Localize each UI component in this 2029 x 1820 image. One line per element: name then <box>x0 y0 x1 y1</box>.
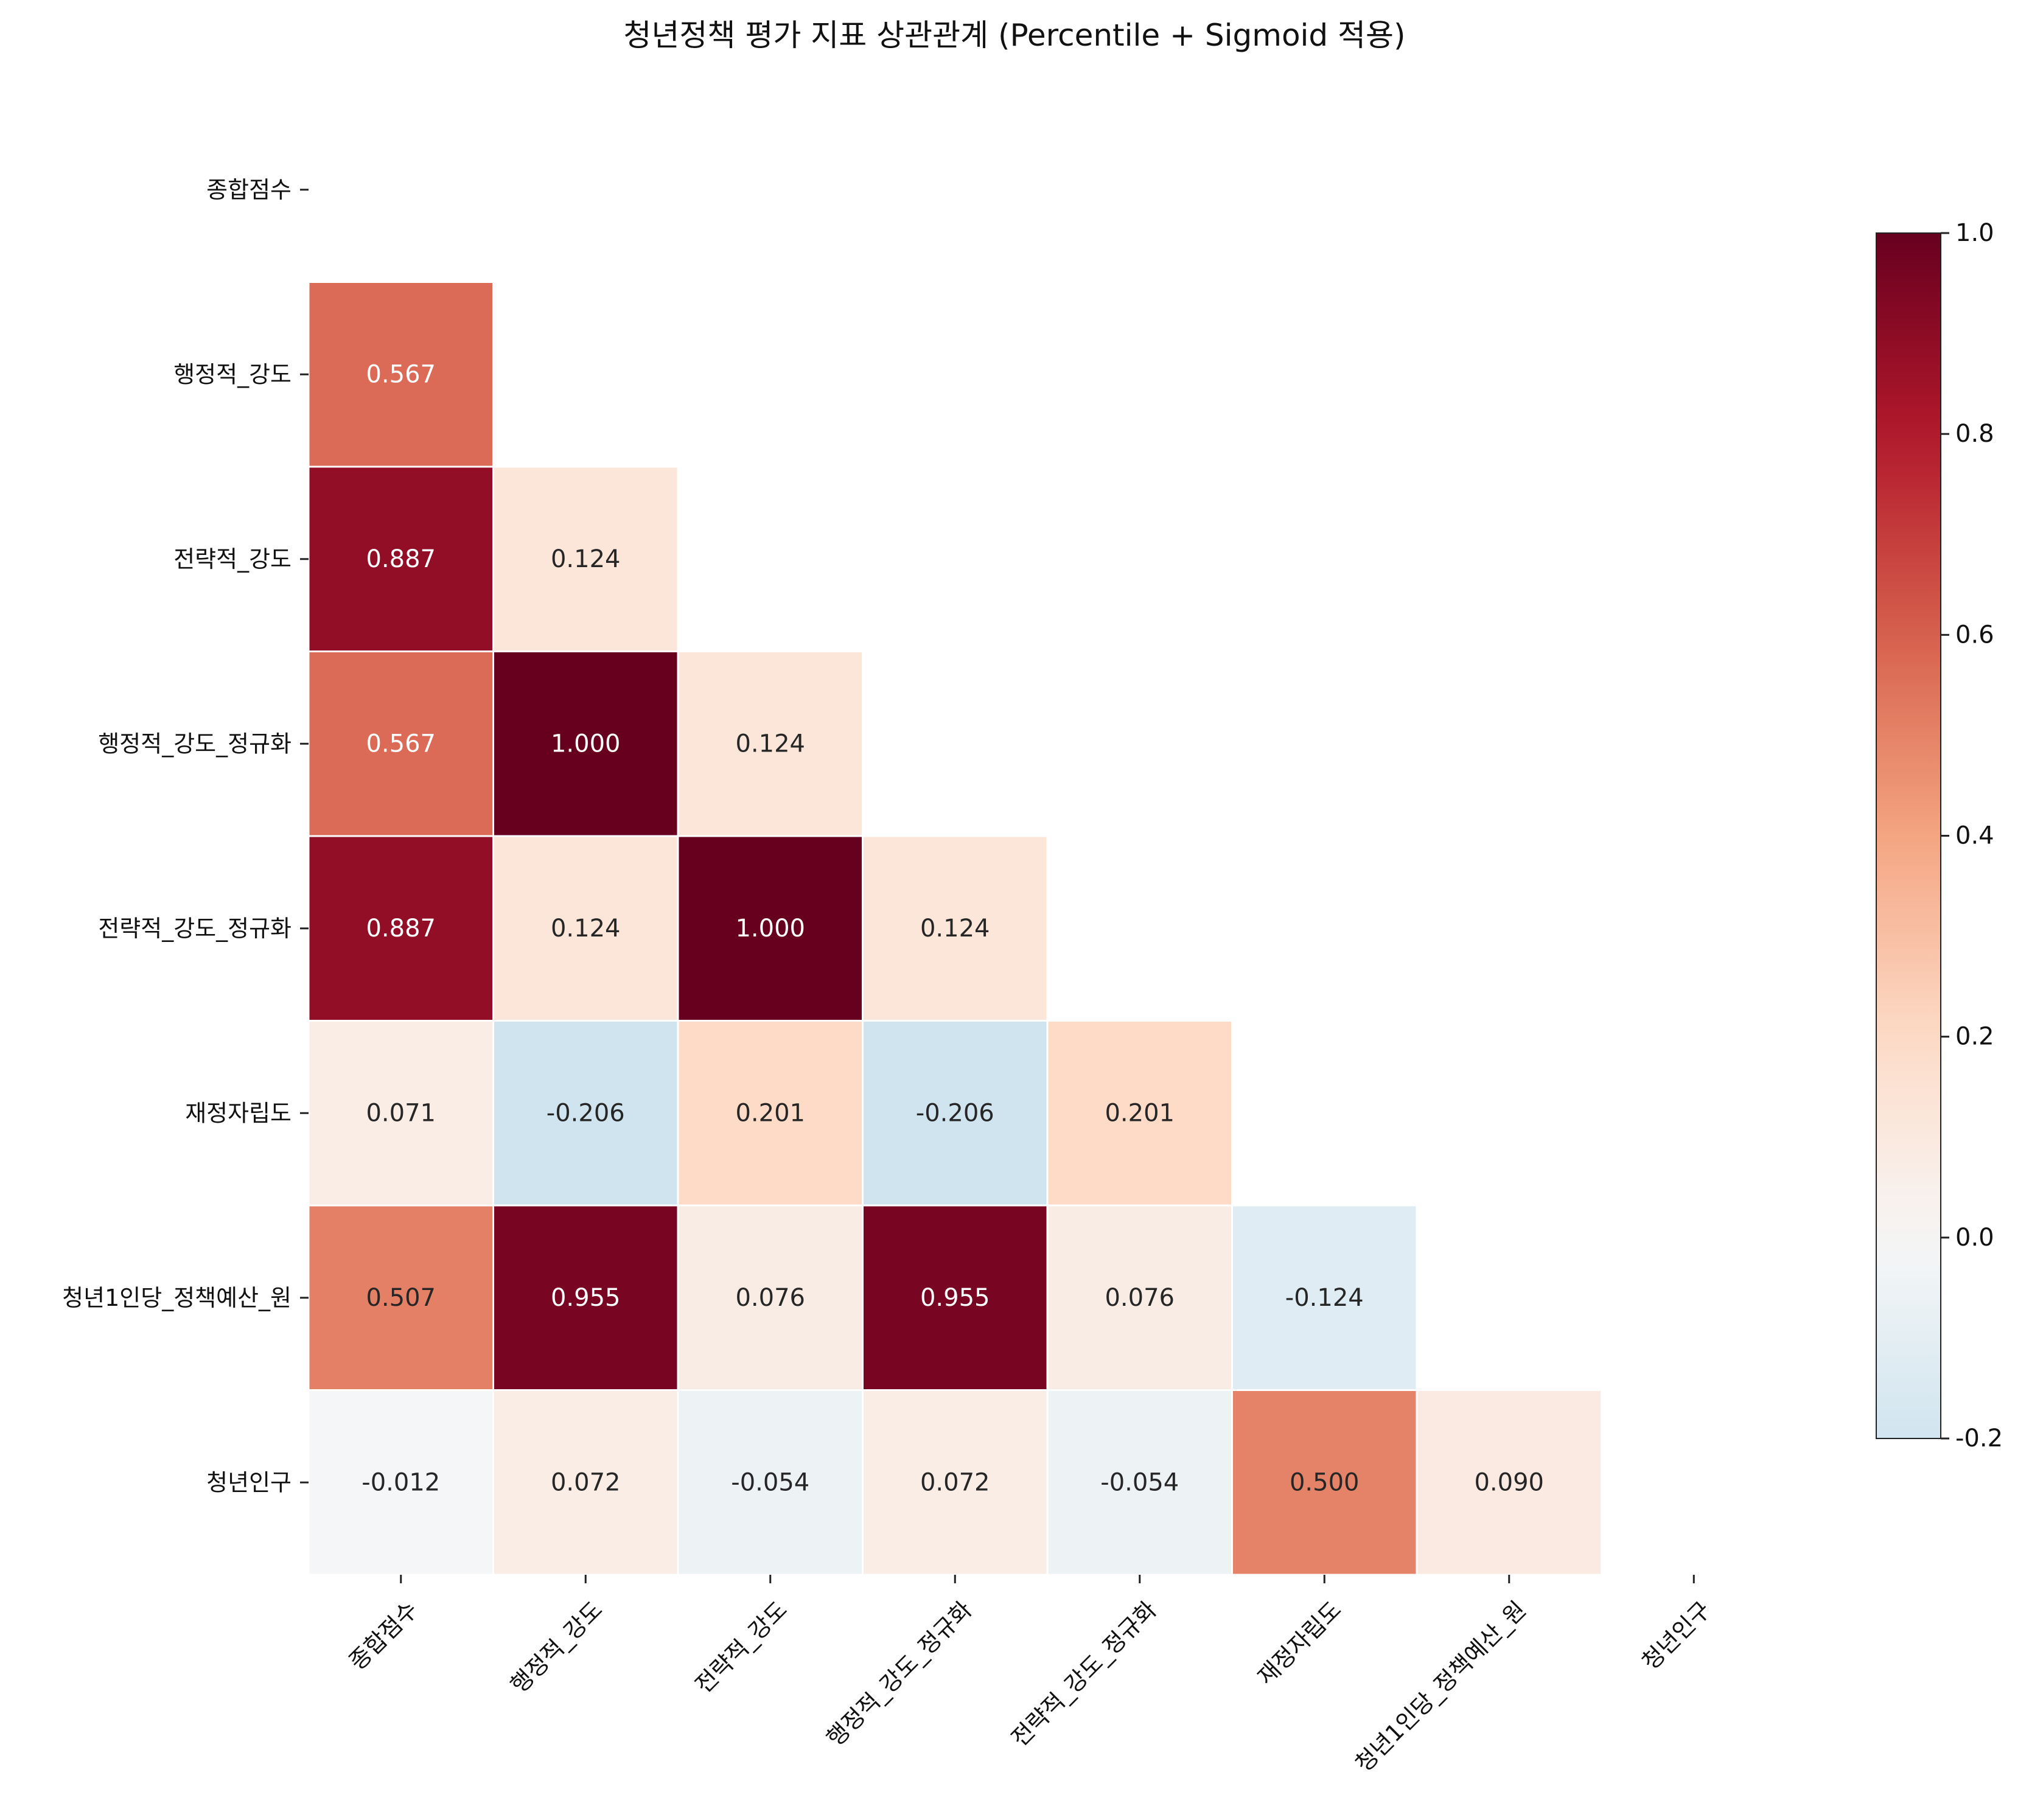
x-tick-label: 재정자립도 <box>1252 1596 1347 1690</box>
y-tick-label: 재정자립도 <box>185 1100 292 1126</box>
heatmap-cell <box>1046 1204 1233 1391</box>
cell-value-label: 0.201 <box>1105 1099 1175 1127</box>
x-tick-label: 청년1인당_정책예산_원 <box>1350 1596 1531 1777</box>
cell-value-label: 0.124 <box>735 730 805 758</box>
heatmap-cell <box>1046 1020 1233 1207</box>
heatmap-cell <box>492 1020 679 1207</box>
cell-value-label: -0.206 <box>916 1099 994 1127</box>
heatmap-cell <box>492 1204 679 1391</box>
colorbar: 1.0 0.8 0.6 0.4 0.2 0.0 -0.2 <box>1876 219 2003 1452</box>
cell-value-label: 0.887 <box>366 915 436 943</box>
cell-value-label: 0.955 <box>920 1284 990 1312</box>
heatmap-cell <box>677 1020 864 1207</box>
cell-value-label: 0.090 <box>1474 1468 1544 1496</box>
heatmap-cell <box>492 835 679 1022</box>
y-tick-label: 행정적_강도_정규화 <box>98 730 292 757</box>
cell-value-label: 0.071 <box>366 1099 436 1127</box>
heatmap-cell <box>862 835 1049 1022</box>
y-tick-label: 행정적_강도 <box>173 361 292 388</box>
colorbar-gradient <box>1876 232 1941 1439</box>
heatmap-cell <box>307 835 494 1022</box>
heatmap-cell <box>677 1389 864 1576</box>
cell-value-label: 1.000 <box>551 730 621 758</box>
colorbar-tick-label: 0.8 <box>1955 420 1994 448</box>
cell-value-label: 0.955 <box>551 1284 621 1312</box>
cell-value-label: 0.507 <box>366 1284 436 1312</box>
y-tick-label: 전략적_강도_정규화 <box>98 915 292 942</box>
x-tick-label: 전략적_강도 <box>690 1596 792 1698</box>
y-tick-label: 청년인구 <box>206 1469 292 1496</box>
heatmap-cell <box>492 465 679 652</box>
cell-value-label: 0.076 <box>1105 1284 1175 1312</box>
cell-value-label: -0.012 <box>361 1468 440 1496</box>
cell-value-label: -0.206 <box>547 1099 625 1127</box>
x-tick-label: 청년인구 <box>1636 1596 1716 1675</box>
heatmap-cell <box>677 1204 864 1391</box>
heatmap-cell <box>862 1204 1049 1391</box>
cell-value-label: 0.567 <box>366 730 436 758</box>
heatmap-cell <box>677 835 864 1022</box>
x-axis: 종합점수 행정적_강도 전략적_강도 행정적_강도_정규화 전략적_강도_정규화 재정자립… <box>344 1575 1716 1777</box>
cell-value-label: 0.072 <box>551 1468 621 1496</box>
cell-value-label: -0.054 <box>731 1468 809 1496</box>
heatmap-cell <box>1416 1389 1602 1576</box>
colorbar-tick-label: 0.6 <box>1955 621 1994 649</box>
x-tick-label: 전략적_강도_정규화 <box>1006 1596 1162 1752</box>
heatmap-cell <box>307 1389 494 1576</box>
cell-value-label: 0.567 <box>366 360 436 388</box>
y-tick-label: 종합점수 <box>206 176 292 203</box>
cell-value-label: 0.500 <box>1290 1468 1360 1496</box>
cell-value-label: -0.124 <box>1285 1284 1364 1312</box>
cell-value-label: 1.000 <box>735 915 805 943</box>
cell-value-label: 0.887 <box>366 545 436 573</box>
colorbar-tick-label: 0.4 <box>1955 822 1994 850</box>
cell-value-label: 0.124 <box>920 915 990 943</box>
cell-value-label: 0.076 <box>735 1284 805 1312</box>
heatmap-cell <box>307 650 494 837</box>
heatmap-cell <box>492 1389 679 1576</box>
y-axis: 종합점수행정적_강도전략적_강도행정적_강도_정규화전략적_강도_정규화재정자립… <box>62 176 309 1496</box>
cell-value-label: 0.072 <box>920 1468 990 1496</box>
heatmap-cell <box>1046 1389 1233 1576</box>
cell-value-label: 0.201 <box>735 1099 805 1127</box>
heatmap-cell <box>862 1020 1049 1207</box>
heatmap-cell <box>307 465 494 652</box>
colorbar-tick-label: 1.0 <box>1955 219 1994 247</box>
cell-value-label: 0.124 <box>551 545 621 573</box>
heatmap-cell <box>1231 1204 1418 1391</box>
x-tick-label: 종합점수 <box>344 1596 423 1675</box>
heatmap-cell <box>307 281 494 468</box>
cell-value-label: 0.124 <box>551 915 621 943</box>
heatmap-cells: 0.567 0.887 0.124 0.567 1.000 0.124 0.887 0.124… <box>307 281 1602 1576</box>
y-tick-label: 청년1인당_정책예산_원 <box>62 1285 292 1311</box>
heatmap-cell <box>307 1204 494 1391</box>
chart-title: 청년정책 평가 지표 상관관계 (Percentile + Sigmoid 적용… <box>623 18 1406 53</box>
colorbar-tick-label: 0.0 <box>1955 1224 1994 1252</box>
x-tick-label: 행정적_강도_정규화 <box>822 1596 977 1752</box>
y-tick-label: 전략적_강도 <box>173 546 292 573</box>
heatmap-cell <box>862 1389 1049 1576</box>
x-tick-label: 행정적_강도 <box>505 1596 607 1698</box>
colorbar-tick-label: 0.2 <box>1955 1023 1994 1051</box>
cell-value-label: -0.054 <box>1100 1468 1179 1496</box>
colorbar-tick-label: -0.2 <box>1955 1424 2003 1452</box>
